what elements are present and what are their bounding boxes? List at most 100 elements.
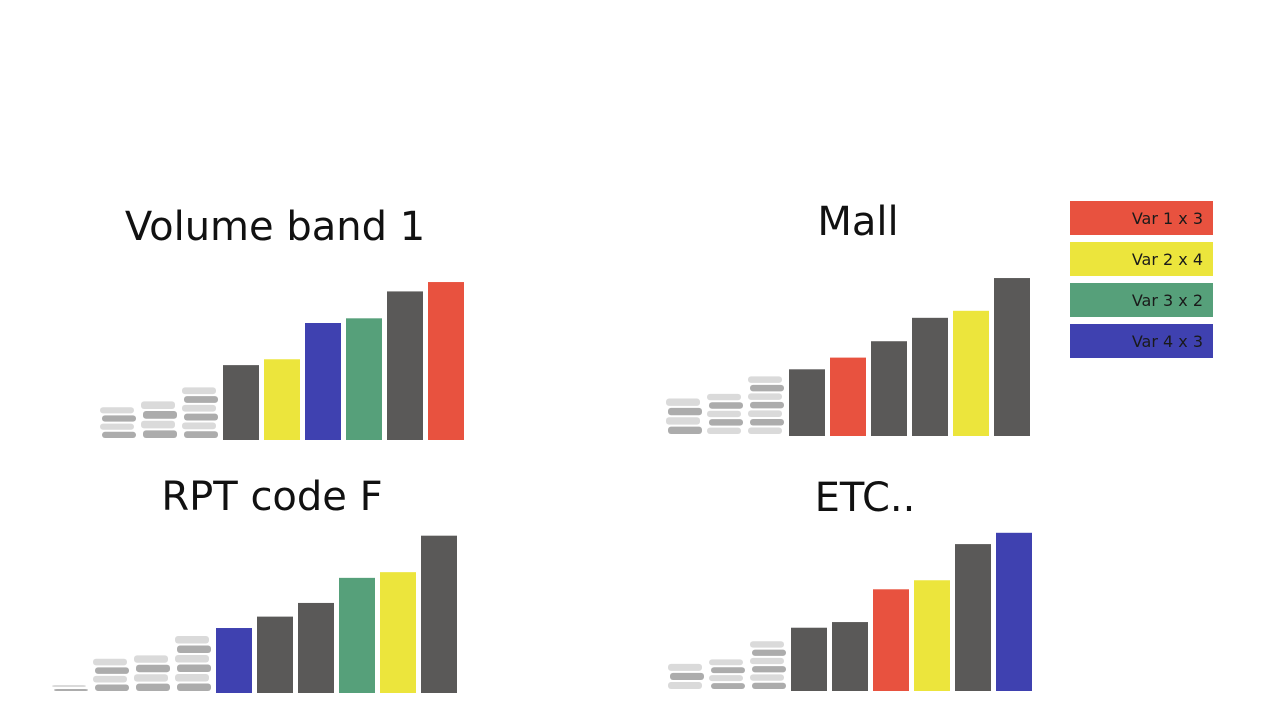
- bar: [668, 663, 704, 689]
- bar-stripe: [748, 427, 782, 434]
- bar-stripe: [143, 411, 177, 419]
- bar-stripe: [711, 667, 745, 674]
- bar-stripe: [177, 683, 211, 691]
- bar-stripe: [752, 682, 786, 689]
- bar-stripe: [93, 658, 127, 666]
- bar-stripe: [184, 396, 218, 403]
- bar: [789, 369, 825, 436]
- bar: [257, 616, 293, 693]
- bar: [428, 282, 464, 440]
- bar-stripe: [752, 666, 786, 673]
- bar-rect: [871, 341, 907, 436]
- bar-stripe: [177, 664, 211, 672]
- bar-stripe: [175, 655, 209, 663]
- bar-stripe: [709, 419, 743, 426]
- bar: [346, 318, 382, 440]
- bar: [421, 535, 457, 693]
- bar-stripe: [175, 674, 209, 682]
- bar-stripe: [709, 659, 743, 666]
- bar-rect: [257, 616, 293, 693]
- bar-stripe: [52, 685, 86, 688]
- bar: [298, 602, 334, 693]
- chart-title: ETC..: [814, 475, 916, 521]
- bar-rect: [791, 627, 827, 691]
- bar-stripe: [748, 410, 782, 417]
- bar-stripe: [752, 649, 786, 656]
- bar: [175, 636, 211, 691]
- bar: [216, 628, 252, 693]
- bar-stripe: [750, 641, 784, 648]
- bar-stripe: [184, 413, 218, 421]
- bar: [666, 398, 702, 434]
- bar: [912, 317, 948, 436]
- bar-stripe: [182, 404, 216, 412]
- bar-stripe: [54, 689, 88, 692]
- bar-rect: [298, 602, 334, 693]
- bar-rect: [387, 291, 423, 440]
- bar-stripe: [707, 393, 741, 401]
- bar-stripe: [668, 663, 702, 671]
- bar: [748, 376, 784, 434]
- bar: [832, 622, 868, 691]
- chart-title: Volume band 1: [124, 204, 426, 250]
- legend-item: Var 1 x 3: [1070, 201, 1213, 235]
- bar-stripe: [93, 675, 127, 683]
- bar-stripe: [670, 672, 704, 680]
- bar: [100, 407, 136, 438]
- bar: [955, 544, 991, 691]
- legend-item: Var 4 x 3: [1070, 324, 1213, 358]
- bar-rect: [832, 622, 868, 691]
- bar: [914, 580, 950, 691]
- bar-stripe: [175, 636, 209, 644]
- bar-stripe: [666, 398, 700, 406]
- bar-stripe: [95, 667, 129, 674]
- bar-stripe: [668, 407, 702, 416]
- bar-stripe: [102, 415, 136, 422]
- bar: [830, 357, 866, 436]
- bar-stripe: [750, 401, 784, 409]
- bar-stripe: [102, 431, 136, 438]
- bar-stripe: [136, 683, 170, 691]
- bar-rect: [996, 532, 1032, 691]
- bar-stripe: [136, 664, 170, 673]
- bar-stripe: [750, 674, 784, 681]
- bar-stripe: [134, 655, 168, 663]
- bar-stripe: [707, 410, 741, 418]
- bar: [387, 291, 423, 440]
- bar-stripe: [711, 683, 745, 689]
- bar-stripe: [709, 402, 743, 409]
- bar-stripe: [95, 684, 129, 691]
- bar-rect: [914, 580, 950, 691]
- bar-rect: [789, 369, 825, 436]
- bar-rect: [955, 544, 991, 691]
- legend-item: Var 3 x 2: [1070, 283, 1213, 317]
- bar-stripe: [134, 674, 168, 682]
- bar: [873, 589, 909, 691]
- bar-stripe: [182, 422, 216, 430]
- bar-rect: [223, 365, 259, 440]
- bar: [871, 341, 907, 436]
- bar-rect: [346, 318, 382, 440]
- bar: [305, 323, 341, 440]
- bar-stripe: [668, 681, 702, 689]
- bar-rect: [830, 357, 866, 436]
- bar: [134, 655, 170, 691]
- bar-stripe: [100, 423, 134, 430]
- bar-stripe: [750, 384, 784, 392]
- bar-stripe: [707, 427, 741, 434]
- bar-stripe: [750, 418, 784, 426]
- bar-rect: [873, 589, 909, 691]
- bar-stripe: [668, 426, 702, 434]
- bar: [750, 641, 786, 689]
- bar-rect: [912, 317, 948, 436]
- bar-stripe: [143, 430, 177, 438]
- chart-title: Mall: [817, 199, 899, 245]
- bar: [264, 359, 300, 440]
- bar-rect: [953, 310, 989, 436]
- bar-rect: [380, 572, 416, 693]
- legend-item: Var 2 x 4: [1070, 242, 1213, 276]
